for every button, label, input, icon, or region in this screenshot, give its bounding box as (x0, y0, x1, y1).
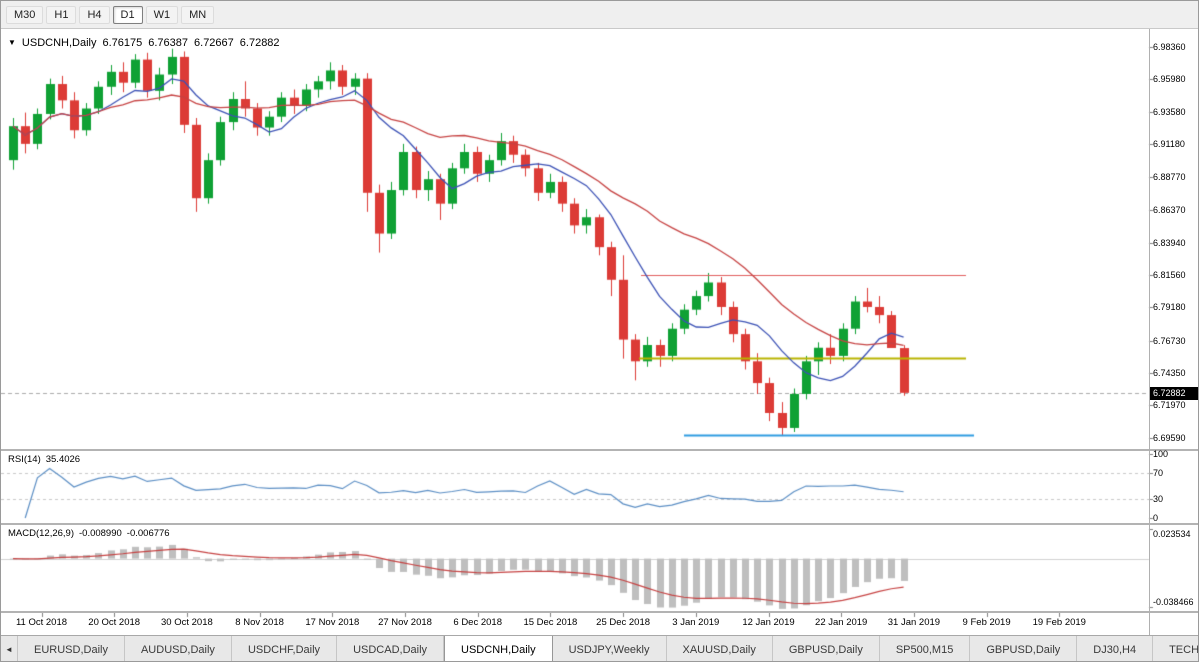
tab-tech100[interactable]: TECH100 (1153, 636, 1198, 661)
chart-symbol-label: USDCNH,Daily (21, 37, 97, 49)
rsi-axis-label: 30 (1153, 493, 1164, 504)
date-axis-label: 22 Jan 2019 (815, 617, 868, 628)
date-axis-label: 9 Feb 2019 (962, 617, 1011, 628)
price-axis-label: 6.93580 (1153, 106, 1186, 117)
tab-usdchf-daily[interactable]: USDCHF,Daily (232, 636, 338, 661)
timeframe-toolbar: M30 H1 H4 D1 W1 MN (1, 1, 1198, 29)
tab-eurusd-daily[interactable]: EURUSD,Daily (18, 636, 125, 661)
date-axis-label: 27 Nov 2018 (378, 617, 432, 628)
chart-title: ▼ USDCNH,Daily 6.76175 6.76387 6.72667 6… (8, 37, 280, 49)
price-axis-label: 6.95980 (1153, 73, 1186, 84)
tab-dj30-h4[interactable]: DJ30,H4 (1077, 636, 1154, 661)
rsi-axis-label: 100 (1153, 449, 1169, 459)
tab-sp500-m15[interactable]: SP500,M15 (880, 636, 971, 661)
rsi-axis-label: 0 (1153, 513, 1159, 523)
panel-splitter-main-rsi[interactable] (1, 449, 1198, 451)
date-axis-label: 8 Nov 2018 (235, 617, 284, 628)
current-price-badge: 6.72882 (1150, 386, 1198, 400)
date-axis-label: 3 Jan 2019 (672, 617, 720, 628)
macd-axis-bottom-label: -0.038466 (1153, 597, 1194, 607)
price-axis-label: 6.83940 (1153, 237, 1186, 248)
panel-splitter-macd-dates[interactable] (1, 611, 1198, 613)
chart-region: ▼ USDCNH,Daily 6.76175 6.76387 6.72667 6… (1, 29, 1198, 635)
ohlc-high: 6.76387 (148, 37, 189, 49)
panel-splitter-rsi-macd[interactable] (1, 523, 1198, 525)
price-chart-canvas[interactable] (1, 29, 1198, 635)
date-axis-label: 17 Nov 2018 (305, 617, 360, 628)
price-axis-label: 6.91180 (1153, 139, 1185, 150)
date-axis-label: 30 Oct 2018 (161, 617, 213, 628)
timeframe-button-h1[interactable]: H1 (46, 5, 77, 24)
tab-gbpusd-daily[interactable]: GBPUSD,Daily (970, 636, 1078, 661)
price-axis-label: 6.98360 (1153, 41, 1186, 52)
timeframe-button-mn[interactable]: MN (181, 5, 215, 24)
chart-tab-bar: ◄ EURUSD,Daily AUDUSD,Daily USDCHF,Daily US… (1, 635, 1198, 661)
price-axis-label: 6.79180 (1153, 302, 1186, 313)
date-axis-label: 19 Feb 2019 (1032, 617, 1086, 628)
price-axis-label: 6.86370 (1153, 204, 1186, 215)
tab-xauusd-daily[interactable]: XAUUSD,Daily (667, 636, 773, 661)
tab-usdcad-daily[interactable]: USDCAD,Daily (337, 636, 445, 661)
date-axis-label: 6 Dec 2018 (453, 617, 502, 628)
tab-usdcnh-daily[interactable]: USDCNH,Daily (444, 636, 553, 661)
price-axis-label: 6.81560 (1153, 269, 1186, 280)
timeframe-button-d1[interactable]: D1 (112, 5, 143, 24)
axis-separator (1149, 29, 1150, 635)
price-axis-label: 6.71970 (1153, 400, 1186, 411)
tab-scroll-left-button[interactable]: ◄ (1, 636, 18, 661)
timeframe-button-m30[interactable]: M30 (6, 5, 44, 24)
chart-dropdown-icon[interactable]: ▼ (8, 38, 16, 47)
tab-list: EURUSD,Daily AUDUSD,Daily USDCHF,Daily USDC… (18, 636, 1198, 661)
rsi-label: RSI(14) 35.4026 (8, 454, 81, 465)
ohlc-close: 6.72882 (239, 37, 280, 49)
date-axis-label: 15 Dec 2018 (523, 617, 578, 628)
date-axis-label: 31 Jan 2019 (887, 617, 941, 628)
tab-gbpusd-daily[interactable]: GBPUSD,Daily (773, 636, 880, 661)
ohlc-open: 6.76175 (102, 37, 143, 49)
ohlc-low: 6.72667 (194, 37, 234, 49)
timeframe-button-w1[interactable]: W1 (145, 5, 179, 24)
price-axis-label: 6.69590 (1153, 432, 1186, 443)
tab-audusd-daily[interactable]: AUDUSD,Daily (125, 636, 232, 661)
macd-axis-top-label: 0.023534 (1153, 529, 1191, 539)
date-axis-label: 20 Oct 2018 (88, 617, 141, 628)
price-axis-label: 6.76730 (1153, 335, 1186, 346)
date-axis-label: 12 Jan 2019 (742, 617, 795, 628)
price-axis-label: 6.88770 (1153, 171, 1186, 182)
tab-usdjpy-weekly[interactable]: USDJPY,Weekly (553, 636, 667, 661)
date-axis-label: 25 Dec 2018 (596, 617, 651, 628)
macd-label: MACD(12,26,9) -0.008990 -0.006776 (8, 528, 170, 539)
date-axis-label: 11 Oct 2018 (15, 617, 68, 628)
timeframe-button-h4[interactable]: H4 (79, 5, 110, 24)
rsi-axis-label: 70 (1153, 468, 1164, 479)
price-axis-label: 6.74350 (1153, 367, 1186, 378)
